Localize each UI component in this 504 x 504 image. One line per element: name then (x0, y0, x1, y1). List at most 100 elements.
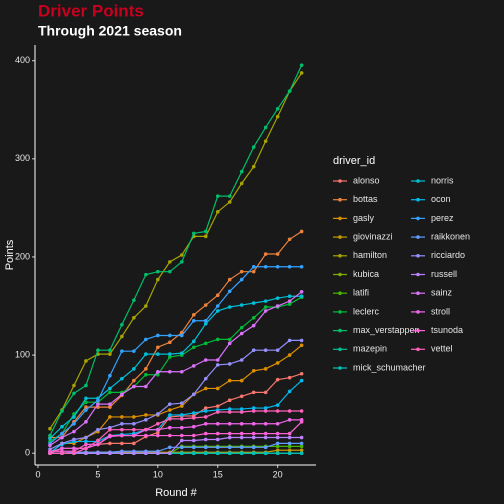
data-point (191, 438, 196, 443)
data-point (120, 451, 124, 456)
x-axis-title: Round # (155, 487, 197, 499)
data-point (179, 401, 184, 405)
data-point (120, 421, 124, 426)
data-point (239, 277, 244, 282)
data-point (263, 348, 268, 352)
series-line (49, 291, 302, 446)
data-point (108, 348, 112, 352)
legend-key-point (338, 366, 342, 370)
data-point (203, 386, 208, 391)
data-point (251, 264, 256, 269)
data-point (84, 400, 88, 404)
data-point (72, 429, 76, 434)
data-point (84, 446, 88, 451)
data-point (251, 323, 256, 328)
data-point (168, 402, 172, 406)
data-point (215, 358, 220, 362)
data-point (215, 410, 220, 414)
data-point (203, 303, 208, 307)
data-point (239, 331, 244, 336)
chart-subtitle: Through 2021 season (38, 23, 182, 39)
data-point (275, 377, 280, 382)
data-point (72, 446, 76, 451)
data-point (168, 425, 172, 430)
data-point (287, 389, 292, 394)
data-point (191, 411, 196, 415)
data-point (263, 451, 268, 456)
data-point (263, 139, 268, 143)
data-point (287, 409, 292, 413)
data-point (263, 421, 268, 426)
data-point (144, 384, 148, 389)
data-point (275, 106, 280, 111)
data-point (239, 451, 244, 456)
data-point (263, 406, 268, 410)
data-point (287, 237, 292, 242)
data-point (179, 351, 184, 355)
legend-key-point (338, 216, 342, 221)
data-point (251, 390, 256, 395)
data-point (108, 441, 112, 446)
data-point (275, 296, 280, 300)
data-point (239, 394, 244, 399)
legend-label: tsunoda (431, 325, 463, 335)
y-tick-label: 200 (15, 251, 30, 261)
data-point (251, 145, 256, 149)
data-point (191, 433, 196, 438)
data-point (299, 71, 304, 75)
data-point (287, 444, 292, 449)
legend-label: bottas (353, 194, 378, 204)
data-point (227, 337, 232, 342)
x-tick-label: 15 (213, 469, 223, 479)
data-point (275, 451, 280, 456)
data-point (239, 445, 244, 450)
legend-label: ocon (431, 194, 451, 204)
legend-key-point (416, 310, 420, 314)
legend-label: giovinazzi (353, 231, 393, 241)
legend-key-point (338, 328, 342, 333)
data-point (299, 451, 304, 456)
data-point (263, 435, 268, 440)
data-point (132, 421, 136, 426)
legend-key-point (338, 235, 342, 239)
series-line (49, 410, 302, 454)
data-point (203, 318, 208, 323)
data-point (239, 358, 244, 362)
data-point (299, 371, 304, 376)
series-line (49, 436, 302, 454)
data-point (120, 334, 124, 339)
data-point (132, 427, 136, 432)
data-point (227, 421, 232, 426)
data-point (251, 164, 256, 169)
data-point (215, 431, 220, 436)
x-tick-label: 10 (153, 469, 163, 479)
data-point (132, 384, 136, 389)
series-line (49, 230, 302, 439)
data-point (168, 433, 172, 438)
data-point (227, 435, 232, 440)
data-point (299, 441, 304, 446)
legend-label: sainz (431, 288, 453, 298)
data-point (84, 396, 88, 401)
data-point (287, 441, 292, 446)
data-point (96, 438, 100, 443)
legend-key-point (338, 197, 342, 202)
data-point (239, 169, 244, 174)
data-point (168, 352, 172, 356)
data-point (132, 349, 136, 353)
series-line (49, 266, 302, 444)
data-point (132, 451, 136, 456)
data-point (191, 445, 196, 450)
data-point (108, 390, 112, 395)
data-point (60, 431, 64, 436)
data-point (263, 125, 268, 130)
data-point (299, 63, 304, 67)
data-point (287, 353, 292, 357)
data-point (191, 345, 196, 350)
data-point (215, 363, 220, 367)
data-point (263, 299, 268, 303)
legend-key-point (338, 347, 342, 352)
data-point (215, 194, 220, 198)
legend-key-point (416, 347, 420, 352)
data-point (215, 293, 220, 298)
